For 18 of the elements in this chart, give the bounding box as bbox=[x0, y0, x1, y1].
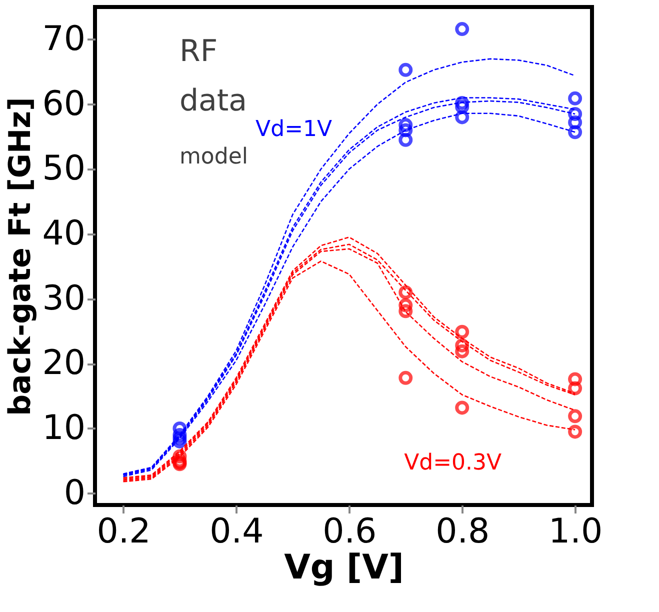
x-tick-label: 0.8 bbox=[436, 512, 490, 552]
x-tick-label: 0.4 bbox=[210, 512, 264, 552]
x-tick-label: 1.0 bbox=[548, 512, 603, 552]
y-tick-label: 20 bbox=[42, 343, 86, 384]
y-tick-label: 30 bbox=[42, 278, 86, 318]
y-tick-label: 0 bbox=[64, 472, 86, 513]
x-tick-label: 0.2 bbox=[96, 512, 151, 552]
y-tick-label: 40 bbox=[42, 213, 86, 254]
annotation: Vd=1V bbox=[256, 117, 332, 142]
annotation: model bbox=[179, 144, 248, 170]
y-tick-label: 10 bbox=[42, 408, 86, 448]
annotation: RF bbox=[179, 34, 218, 69]
y-tick-label: 50 bbox=[42, 148, 86, 189]
annotation: data bbox=[179, 84, 248, 119]
y-axis-title: back-gate Ft [GHz] bbox=[3, 97, 38, 416]
y-tick-label: 60 bbox=[42, 84, 86, 124]
annotation: Vd=0.3V bbox=[404, 450, 502, 476]
y-tick-label: 70 bbox=[42, 18, 86, 59]
